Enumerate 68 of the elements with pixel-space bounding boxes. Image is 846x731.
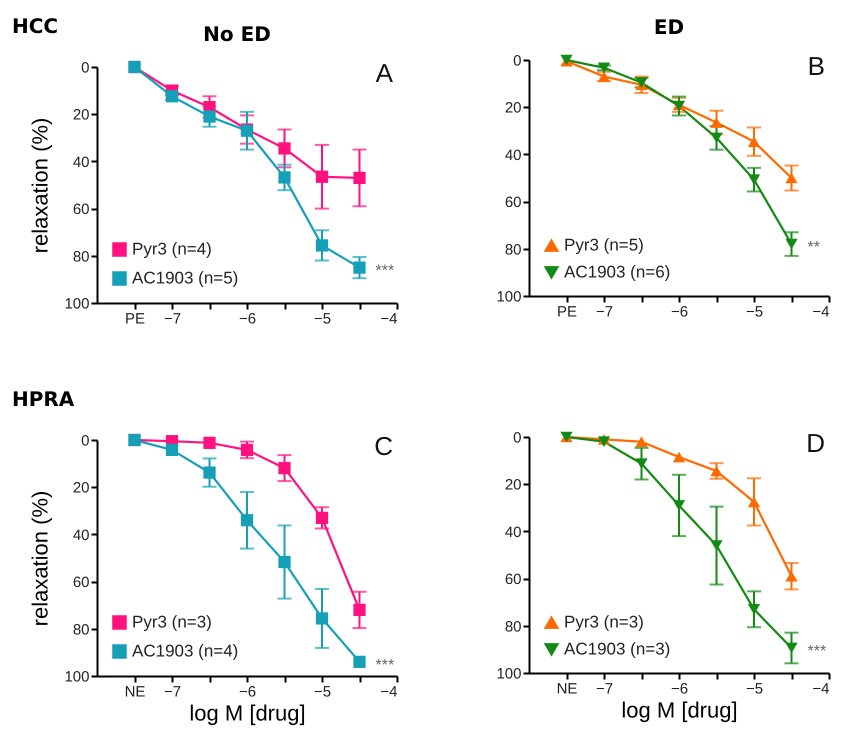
y-tick-label: 80 xyxy=(504,618,522,636)
legend-label: AC1903 (n=4) xyxy=(132,642,238,660)
y-tick-label: 40 xyxy=(504,146,522,164)
y-tick-label: 0 xyxy=(513,52,522,70)
x-tick-label: −6 xyxy=(670,304,688,320)
y-tick-label: 60 xyxy=(504,571,522,588)
x-tick-label: NE xyxy=(556,680,578,698)
y-axis-title: relaxation (%) xyxy=(27,118,52,254)
y-tick-label: 100 xyxy=(64,296,90,312)
y-tick-label: 100 xyxy=(496,288,522,306)
y-tick-label: 0 xyxy=(81,60,90,76)
x-tick-label: −4 xyxy=(380,310,398,328)
y-tick-label: 40 xyxy=(504,524,522,541)
legend-label: Pyr3 (n=5) xyxy=(564,236,644,254)
legend-label: Pyr3 (n=3) xyxy=(564,612,644,632)
x-tick-label: −4 xyxy=(812,680,830,698)
y-tick-label: 80 xyxy=(72,248,90,266)
y-tick-label: 40 xyxy=(72,526,90,544)
x-tick-label: NE xyxy=(124,684,146,700)
x-tick-label: −6 xyxy=(238,684,256,700)
y-tick-label: 60 xyxy=(504,194,522,212)
x-tick-label: −6 xyxy=(670,680,688,698)
legend-label: AC1903 (n=3) xyxy=(564,640,670,658)
legend-label: Pyr3 (n=3) xyxy=(132,612,212,632)
x-tick-label: −5 xyxy=(746,304,764,320)
x-tick-label: PE xyxy=(556,304,578,320)
x-tick-label: −7 xyxy=(164,684,182,700)
chart-title: HPRA xyxy=(12,387,75,411)
y-tick-label: 60 xyxy=(72,201,90,218)
x-tick-label: −7 xyxy=(596,680,614,698)
chart-subtitle: No ED xyxy=(203,22,271,46)
y-tick-label: 40 xyxy=(72,154,90,171)
x-tick-label: −5 xyxy=(314,684,332,700)
annotation: *** xyxy=(808,642,826,660)
annotation: B xyxy=(808,51,825,81)
y-tick-label: 100 xyxy=(496,666,522,682)
y-tick-label: 20 xyxy=(72,480,90,497)
y-tick-label: 20 xyxy=(72,106,90,124)
y-tick-label: 20 xyxy=(504,100,522,117)
chart-title: HCC xyxy=(12,14,58,38)
x-tick-label: −5 xyxy=(314,310,332,328)
y-tick-label: 20 xyxy=(504,476,522,494)
annotation: C xyxy=(374,431,393,461)
y-tick-label: 0 xyxy=(513,430,522,446)
annotation: *** xyxy=(376,262,394,280)
legend-label: AC1903 (n=6) xyxy=(564,262,670,282)
legend-label: Pyr3 (n=4) xyxy=(132,240,212,258)
annotation: A xyxy=(376,58,394,88)
annotation: *** xyxy=(376,656,394,674)
annotation: D xyxy=(806,428,825,458)
y-tick-label: 0 xyxy=(81,432,90,450)
x-tick-label: PE xyxy=(124,310,146,328)
legend-label: AC1903 (n=5) xyxy=(132,268,238,288)
y-tick-label: 100 xyxy=(64,668,90,686)
x-tick-label: −7 xyxy=(164,310,182,328)
y-tick-label: 80 xyxy=(504,241,522,258)
x-tick-label: −7 xyxy=(596,304,614,320)
chart-subtitle: ED xyxy=(654,15,684,39)
x-axis-title: log M [drug] xyxy=(189,700,306,726)
x-tick-label: −4 xyxy=(380,684,398,700)
x-axis-title: log M [drug] xyxy=(621,698,738,722)
x-tick-label: −6 xyxy=(238,310,256,328)
x-tick-label: −4 xyxy=(812,304,830,320)
y-axis-title: relaxation (%) xyxy=(27,490,52,626)
x-tick-label: −5 xyxy=(746,680,764,698)
y-tick-label: 80 xyxy=(72,621,90,638)
y-tick-label: 60 xyxy=(72,574,90,592)
annotation: ** xyxy=(808,239,820,256)
